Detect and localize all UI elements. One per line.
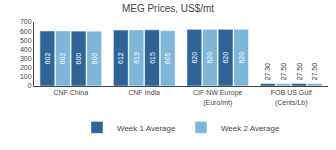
svg-text:620: 620 bbox=[191, 52, 198, 64]
svg-text:FOB US Gulf(Cents/Lb): FOB US Gulf(Cents/Lb) bbox=[271, 89, 312, 106]
svg-text:0: 0 bbox=[28, 82, 32, 89]
svg-text:500: 500 bbox=[20, 37, 32, 44]
svg-text:27.50: 27.50 bbox=[311, 63, 318, 81]
svg-text:27.50: 27.50 bbox=[296, 63, 303, 81]
svg-text:612: 612 bbox=[117, 52, 124, 64]
svg-text:700: 700 bbox=[20, 18, 32, 25]
svg-text:Week 2 Average: Week 2 Average bbox=[221, 124, 280, 133]
svg-text:27.30: 27.30 bbox=[264, 63, 271, 81]
svg-text:MEG Prices, US$/mt: MEG Prices, US$/mt bbox=[122, 3, 214, 14]
svg-text:CIF NW Europe(Euro/mt): CIF NW Europe(Euro/mt) bbox=[193, 89, 243, 106]
svg-text:CNF India: CNF India bbox=[128, 89, 160, 96]
svg-text:200: 200 bbox=[20, 64, 32, 71]
svg-text:600: 600 bbox=[20, 28, 32, 35]
svg-text:602: 602 bbox=[44, 53, 51, 65]
svg-text:615: 615 bbox=[149, 52, 156, 64]
svg-text:620: 620 bbox=[238, 52, 245, 64]
svg-text:600: 600 bbox=[91, 53, 98, 65]
svg-text:602: 602 bbox=[59, 53, 66, 65]
svg-text:613: 613 bbox=[133, 52, 140, 64]
svg-text:620: 620 bbox=[206, 52, 213, 64]
svg-text:Week 1 Average: Week 1 Average bbox=[117, 124, 176, 133]
svg-text:100: 100 bbox=[20, 73, 32, 80]
svg-text:27.50: 27.50 bbox=[280, 63, 287, 81]
svg-text:400: 400 bbox=[20, 46, 32, 53]
svg-text:600: 600 bbox=[75, 53, 82, 65]
svg-text:620: 620 bbox=[222, 52, 229, 64]
svg-text:605: 605 bbox=[164, 52, 171, 64]
svg-text:300: 300 bbox=[20, 55, 32, 62]
svg-text:CNF China: CNF China bbox=[53, 89, 88, 96]
